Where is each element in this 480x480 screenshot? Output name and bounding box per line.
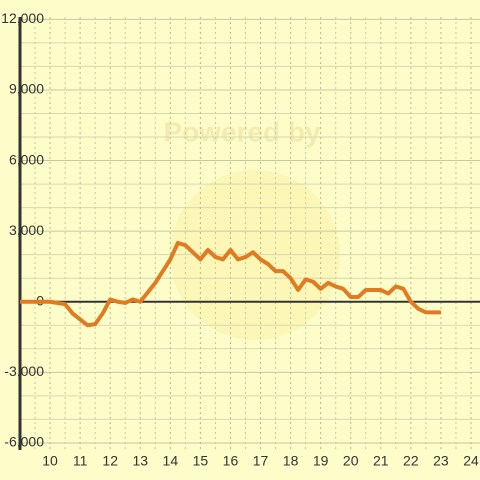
x-tick-label: 18 (283, 453, 299, 469)
x-tick-label: 14 (163, 453, 179, 469)
x-tick-label: 22 (403, 453, 419, 469)
x-tick-label: 21 (373, 453, 389, 469)
y-tick-label: 3,000 (9, 222, 44, 238)
x-tick-label: 12 (102, 453, 118, 469)
data-line (20, 240, 441, 328)
x-tick-label: 15 (193, 453, 209, 469)
y-tick-label: -3,000 (4, 363, 44, 379)
y-tick-label: -6,000 (4, 434, 44, 450)
x-tick-label: 17 (253, 453, 269, 469)
y-tick-label: 6,000 (9, 151, 44, 167)
x-tick-label: 23 (433, 453, 449, 469)
x-tick-label: 10 (42, 453, 58, 469)
x-tick-label: 20 (343, 453, 359, 469)
watermark: Powered by (163, 116, 321, 147)
y-tick-label: 12,000 (1, 10, 44, 26)
x-tick-label: 24 (463, 453, 479, 469)
x-tick-label: 13 (132, 453, 148, 469)
x-tick-label: 19 (313, 453, 329, 469)
x-tick-label: 11 (73, 453, 88, 469)
y-tick-label: 9,000 (9, 81, 44, 97)
x-tick-label: 16 (223, 453, 239, 469)
